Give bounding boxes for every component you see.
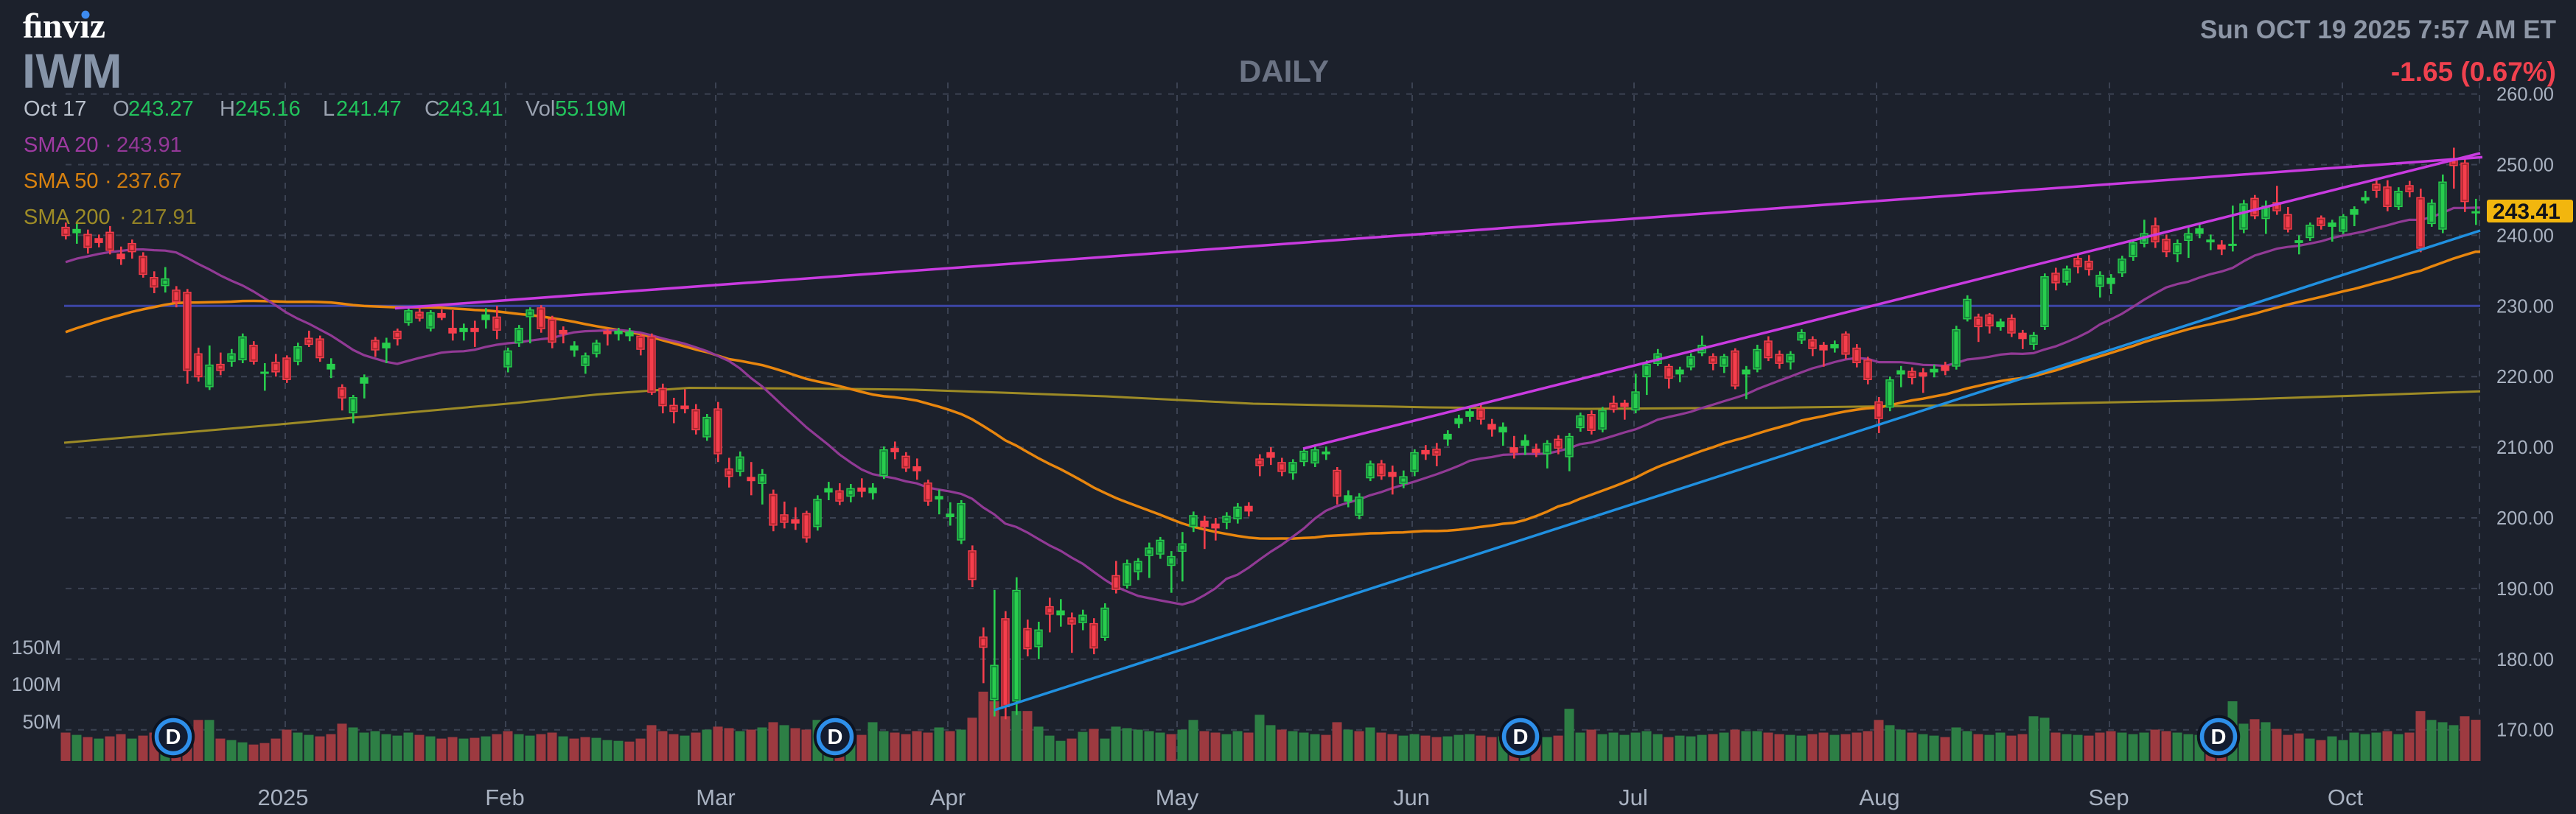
svg-text:May: May	[1156, 785, 1199, 810]
svg-text:SMA 200: SMA 200	[24, 206, 111, 229]
svg-text:Jul: Jul	[1619, 785, 1648, 810]
svg-text:Apr: Apr	[930, 785, 966, 810]
svg-text:DAILY: DAILY	[1239, 54, 1329, 88]
svg-text:·: ·	[105, 169, 112, 193]
svg-text:Sun OCT 19 2025 7:57 AM ET: Sun OCT 19 2025 7:57 AM ET	[2200, 15, 2556, 44]
svg-text:Feb: Feb	[485, 785, 524, 810]
svg-text:IWM: IWM	[22, 43, 122, 98]
svg-text:245.16: 245.16	[235, 97, 301, 121]
svg-text:190.00: 190.00	[2496, 579, 2554, 600]
svg-text:100M: 100M	[11, 673, 61, 695]
svg-text:240.00: 240.00	[2496, 225, 2554, 246]
svg-text:217.91: 217.91	[131, 206, 197, 229]
svg-text:Vol: Vol	[526, 97, 555, 121]
svg-text:220.00: 220.00	[2496, 367, 2554, 387]
svg-text:SMA 20: SMA 20	[24, 133, 99, 157]
svg-text:H: H	[220, 97, 235, 121]
svg-text:Aug: Aug	[1859, 785, 1899, 810]
svg-text:243.91: 243.91	[116, 133, 182, 157]
svg-text:2025: 2025	[258, 785, 309, 810]
svg-text:D: D	[166, 726, 181, 749]
svg-text:D: D	[2211, 726, 2227, 749]
svg-text:D: D	[828, 726, 843, 749]
svg-text:L: L	[323, 97, 335, 121]
svg-text:Oct 17: Oct 17	[24, 97, 86, 121]
svg-text:-1.65 (0.67%): -1.65 (0.67%)	[2391, 57, 2556, 87]
svg-text:Mar: Mar	[696, 785, 735, 810]
svg-text:Sep: Sep	[2088, 785, 2129, 810]
svg-text:·: ·	[119, 206, 127, 229]
svg-text:C: C	[425, 97, 440, 121]
svg-text:Oct: Oct	[2328, 785, 2364, 810]
svg-text:210.00: 210.00	[2496, 438, 2554, 458]
svg-text:Jun: Jun	[1393, 785, 1430, 810]
svg-text:200.00: 200.00	[2496, 508, 2554, 529]
svg-text:243.41: 243.41	[2493, 200, 2561, 224]
svg-text:243.27: 243.27	[128, 97, 194, 121]
svg-text:237.67: 237.67	[116, 169, 182, 193]
svg-text:D: D	[1513, 726, 1529, 749]
svg-text:55.19M: 55.19M	[555, 97, 626, 121]
svg-text:50M: 50M	[22, 711, 61, 733]
svg-text:243.41: 243.41	[438, 97, 503, 121]
svg-text:260.00: 260.00	[2496, 85, 2554, 105]
svg-text:250.00: 250.00	[2496, 155, 2554, 176]
svg-text:·: ·	[105, 133, 112, 157]
svg-text:170.00: 170.00	[2496, 720, 2554, 741]
svg-text:230.00: 230.00	[2496, 296, 2554, 317]
svg-text:241.47: 241.47	[336, 97, 402, 121]
svg-text:SMA 50: SMA 50	[24, 169, 99, 193]
svg-text:150M: 150M	[11, 636, 61, 659]
svg-text:ﬁnvız: ﬁnvız	[23, 7, 105, 46]
svg-text:O: O	[113, 97, 130, 121]
svg-text:180.00: 180.00	[2496, 650, 2554, 670]
